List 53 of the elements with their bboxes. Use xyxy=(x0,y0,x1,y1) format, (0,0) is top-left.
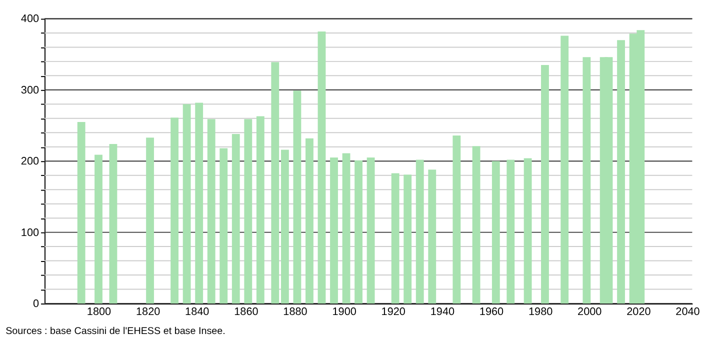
x-tick-label: 1840 xyxy=(185,306,210,318)
bar xyxy=(506,160,515,304)
bar xyxy=(366,158,375,304)
bar xyxy=(146,138,154,304)
x-tick-label: 1960 xyxy=(479,306,504,318)
x-tick-label: 1820 xyxy=(136,306,160,318)
bar xyxy=(492,161,500,304)
y-tick-label: 300 xyxy=(20,84,40,96)
bar xyxy=(220,148,228,304)
bar xyxy=(170,118,179,304)
y-tick-label: 200 xyxy=(20,156,40,168)
bar xyxy=(232,134,240,304)
bar xyxy=(109,144,118,304)
bar xyxy=(94,154,102,304)
bar xyxy=(472,146,480,304)
bar xyxy=(280,150,289,304)
bar xyxy=(271,62,280,304)
bar xyxy=(524,158,532,304)
y-tick-label: 400 xyxy=(20,13,40,26)
x-tick-label: 2040 xyxy=(676,306,700,318)
x-tick-label: 1940 xyxy=(430,306,455,318)
x-tick-label: 1800 xyxy=(86,306,112,318)
x-tick-label: 1920 xyxy=(381,306,406,318)
bar xyxy=(77,122,86,304)
bar xyxy=(452,135,461,304)
bar xyxy=(306,138,314,304)
bar xyxy=(342,153,350,304)
x-tick-label: 2020 xyxy=(626,306,651,318)
bar xyxy=(617,40,625,304)
source-note: Sources : base Cassini de l'EHESS et base Insee. xyxy=(6,326,226,338)
x-tick-label: 1900 xyxy=(332,306,356,318)
bar xyxy=(318,32,326,304)
y-tick-label: 0 xyxy=(33,298,40,310)
bar xyxy=(195,102,204,304)
bar xyxy=(354,160,362,304)
bar xyxy=(541,65,549,304)
bar xyxy=(330,158,338,304)
bar xyxy=(416,160,424,304)
bar xyxy=(428,170,436,304)
x-tick-label: 1980 xyxy=(528,306,553,318)
x-tick-label: 1880 xyxy=(283,306,308,318)
bar xyxy=(560,36,569,304)
bar xyxy=(207,119,216,304)
bar xyxy=(293,90,302,304)
x-tick-label: 2000 xyxy=(578,306,602,318)
bar xyxy=(182,104,191,304)
bar xyxy=(404,174,412,304)
bar xyxy=(244,119,252,304)
y-tick-label: 100 xyxy=(20,226,40,239)
bar xyxy=(391,173,400,304)
bar xyxy=(256,116,264,304)
bar xyxy=(582,57,591,304)
x-tick-label: 1860 xyxy=(234,306,258,318)
